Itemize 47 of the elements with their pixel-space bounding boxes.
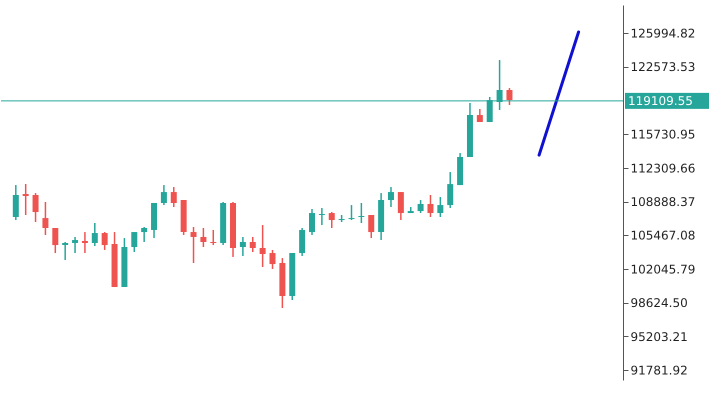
y-tick-label: 112309.66 [630, 161, 696, 176]
candlestick [52, 227, 58, 254]
candlestick [92, 222, 98, 247]
candlestick [348, 204, 354, 221]
y-tick-label: 91781.92 [630, 364, 688, 378]
candlestick [358, 202, 364, 224]
y-tick-label: 102045.79 [630, 262, 696, 276]
candlestick [270, 249, 276, 270]
candlestick [200, 227, 206, 248]
candlestick [102, 231, 108, 251]
candlestick [260, 224, 266, 268]
y-tick-label: 125994.82 [630, 26, 696, 41]
candlestick [447, 171, 454, 209]
candlestick [250, 236, 256, 253]
candlestick [388, 186, 394, 208]
candlestick [418, 199, 424, 214]
candlestick [427, 194, 434, 218]
candlestick [368, 214, 374, 239]
candlestick [72, 236, 78, 254]
candlestick [398, 191, 404, 221]
candlestick [42, 201, 48, 236]
y-tick-label: 115730.95 [630, 128, 696, 142]
candlestick [131, 231, 138, 253]
candlestick [318, 207, 325, 226]
candlestick [309, 208, 315, 236]
candlestick [240, 236, 246, 257]
candlestick [82, 231, 88, 254]
candlestick [476, 108, 483, 123]
y-tick-label: 105467.08 [630, 228, 696, 243]
y-tick-label: 122573.53 [630, 60, 696, 74]
candlestick [299, 227, 306, 257]
y-tick-label: 108888.37 [630, 195, 696, 210]
candlestick [506, 87, 512, 106]
candlestick [190, 226, 197, 264]
candlestick [12, 184, 19, 221]
candlestick [32, 192, 39, 223]
candlestick [62, 241, 68, 261]
candlestick [328, 211, 335, 229]
ref-line-label: 119109.55 [628, 94, 693, 108]
candlestick [170, 186, 177, 208]
candlestick [437, 196, 444, 218]
candlestick [160, 184, 167, 206]
y-tick-label: 95203.21 [630, 330, 688, 344]
candlestick [210, 229, 216, 246]
y-tick-label: 98624.50 [630, 296, 688, 310]
candlestick [22, 183, 29, 216]
candlestick [141, 226, 148, 243]
